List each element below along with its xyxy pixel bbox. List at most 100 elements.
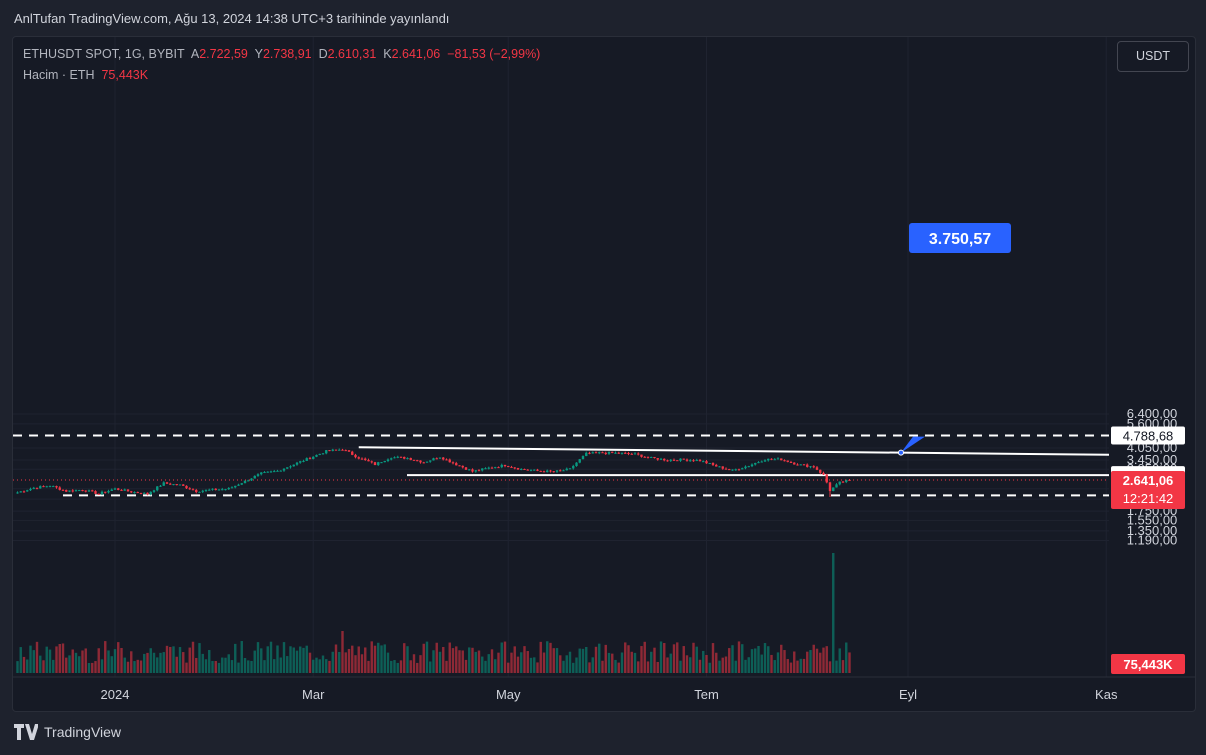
volume-bar (828, 661, 832, 673)
candle-body (139, 492, 143, 494)
tradingview-logo-icon[interactable] (14, 724, 38, 740)
candle-body (737, 469, 741, 471)
brand-name[interactable]: TradingView (44, 724, 122, 740)
candle-body (146, 492, 149, 495)
candle-body (773, 459, 776, 461)
price-labels: 4.788,682.820,402.152,982.641,0612:21:42… (13, 426, 1185, 674)
volume-bar (529, 657, 533, 673)
volume-bar (724, 656, 728, 673)
volume-bar (552, 648, 555, 673)
candle-body (136, 492, 139, 494)
volume-bar (208, 650, 211, 673)
candle-body (692, 460, 695, 462)
volume-bar (575, 657, 578, 673)
chart-panel[interactable]: 3.750,57 6.400,00 5.600,00 4.050,00 3.450,0… (12, 36, 1196, 712)
volume-bar (250, 660, 253, 673)
volume-bar (763, 643, 767, 673)
volume-bar (812, 644, 815, 673)
candle-body (250, 478, 253, 481)
candle-body (598, 452, 601, 454)
candle-body (809, 466, 812, 468)
volume-bar (386, 652, 390, 673)
price-tick-label: 3.450,00 (1127, 452, 1178, 467)
volume-bar (172, 646, 175, 673)
volume-bar (425, 641, 429, 673)
time-tick-label: 2024 (101, 687, 130, 702)
candle-body (672, 459, 676, 461)
volume-bar (594, 646, 598, 673)
volume-bar (286, 656, 289, 673)
callout-pointer (901, 436, 925, 453)
volume-bar (94, 661, 97, 673)
price-chart[interactable]: 3.750,57 6.400,005.600,004.050,003.450,0… (13, 37, 1195, 711)
candle-body (39, 486, 42, 489)
candle-body (832, 487, 835, 492)
volume-bar (416, 662, 419, 673)
volume-bar (396, 662, 399, 673)
candle-body (513, 467, 516, 469)
currency-button[interactable]: USDT (1117, 41, 1189, 72)
candle-body (663, 458, 666, 461)
candle-body (84, 490, 87, 492)
volume-bar (198, 643, 201, 673)
volume-bar (253, 650, 256, 673)
volume-bar (682, 646, 685, 673)
candle-body (48, 486, 52, 488)
candle-body (744, 466, 747, 469)
open-label: A (190, 47, 200, 61)
volume-bar (565, 655, 568, 673)
volume-bar (708, 662, 711, 673)
volume-bar (55, 646, 58, 673)
volume-bar (308, 652, 312, 673)
candle-body (289, 466, 292, 468)
candle-body (653, 456, 656, 459)
volume-bar (149, 648, 152, 673)
volume-bar (133, 661, 136, 673)
volume-bar (169, 646, 172, 673)
candle-body (432, 458, 435, 461)
volume-bar (776, 652, 780, 673)
candle-body (487, 467, 490, 469)
ohlc-legend: ETHUSDT SPOT, 1G, BYBIT A2.722,59 Y2.738… (23, 47, 540, 61)
candle-body (195, 489, 198, 493)
volume-bar (156, 657, 159, 673)
volume-bar (806, 651, 809, 673)
candle-body (546, 470, 549, 473)
candle-body (221, 489, 224, 491)
candle-body (237, 484, 240, 486)
candle-body (507, 466, 510, 468)
candle-body (204, 489, 208, 491)
volume-bar (702, 650, 705, 673)
volume-bar (487, 654, 490, 673)
volume-bar (750, 649, 754, 673)
candle-body (477, 470, 481, 472)
candle-body (253, 475, 256, 479)
level-price-label: 4.788,68 (1123, 429, 1174, 444)
candle-body (26, 490, 29, 492)
candle-body (481, 468, 484, 471)
volume-bar (568, 651, 572, 673)
candle-body (370, 461, 373, 463)
candle-body (555, 470, 559, 472)
symbol-label[interactable]: ETHUSDT SPOT, 1G, BYBIT (23, 47, 185, 61)
volume-bar (188, 647, 191, 673)
candle-body (123, 489, 126, 491)
candle-body (776, 458, 780, 460)
volume-bar (289, 646, 292, 673)
candle-body (354, 454, 357, 458)
candle-body (455, 463, 458, 466)
volume-bar (653, 647, 656, 673)
candle-body (178, 484, 182, 486)
candle-body (620, 452, 624, 454)
candle-body (552, 471, 555, 473)
candle-body (224, 489, 227, 491)
candle-body (214, 488, 217, 490)
candle-body (45, 486, 48, 488)
volume-bar (562, 660, 565, 673)
volume-bar (672, 644, 676, 673)
volume-bar (458, 650, 461, 673)
candle-body (331, 449, 334, 451)
volume-bar (793, 651, 796, 673)
candle-body (819, 469, 822, 473)
volume-label[interactable]: Hacim · ETH (23, 68, 95, 82)
